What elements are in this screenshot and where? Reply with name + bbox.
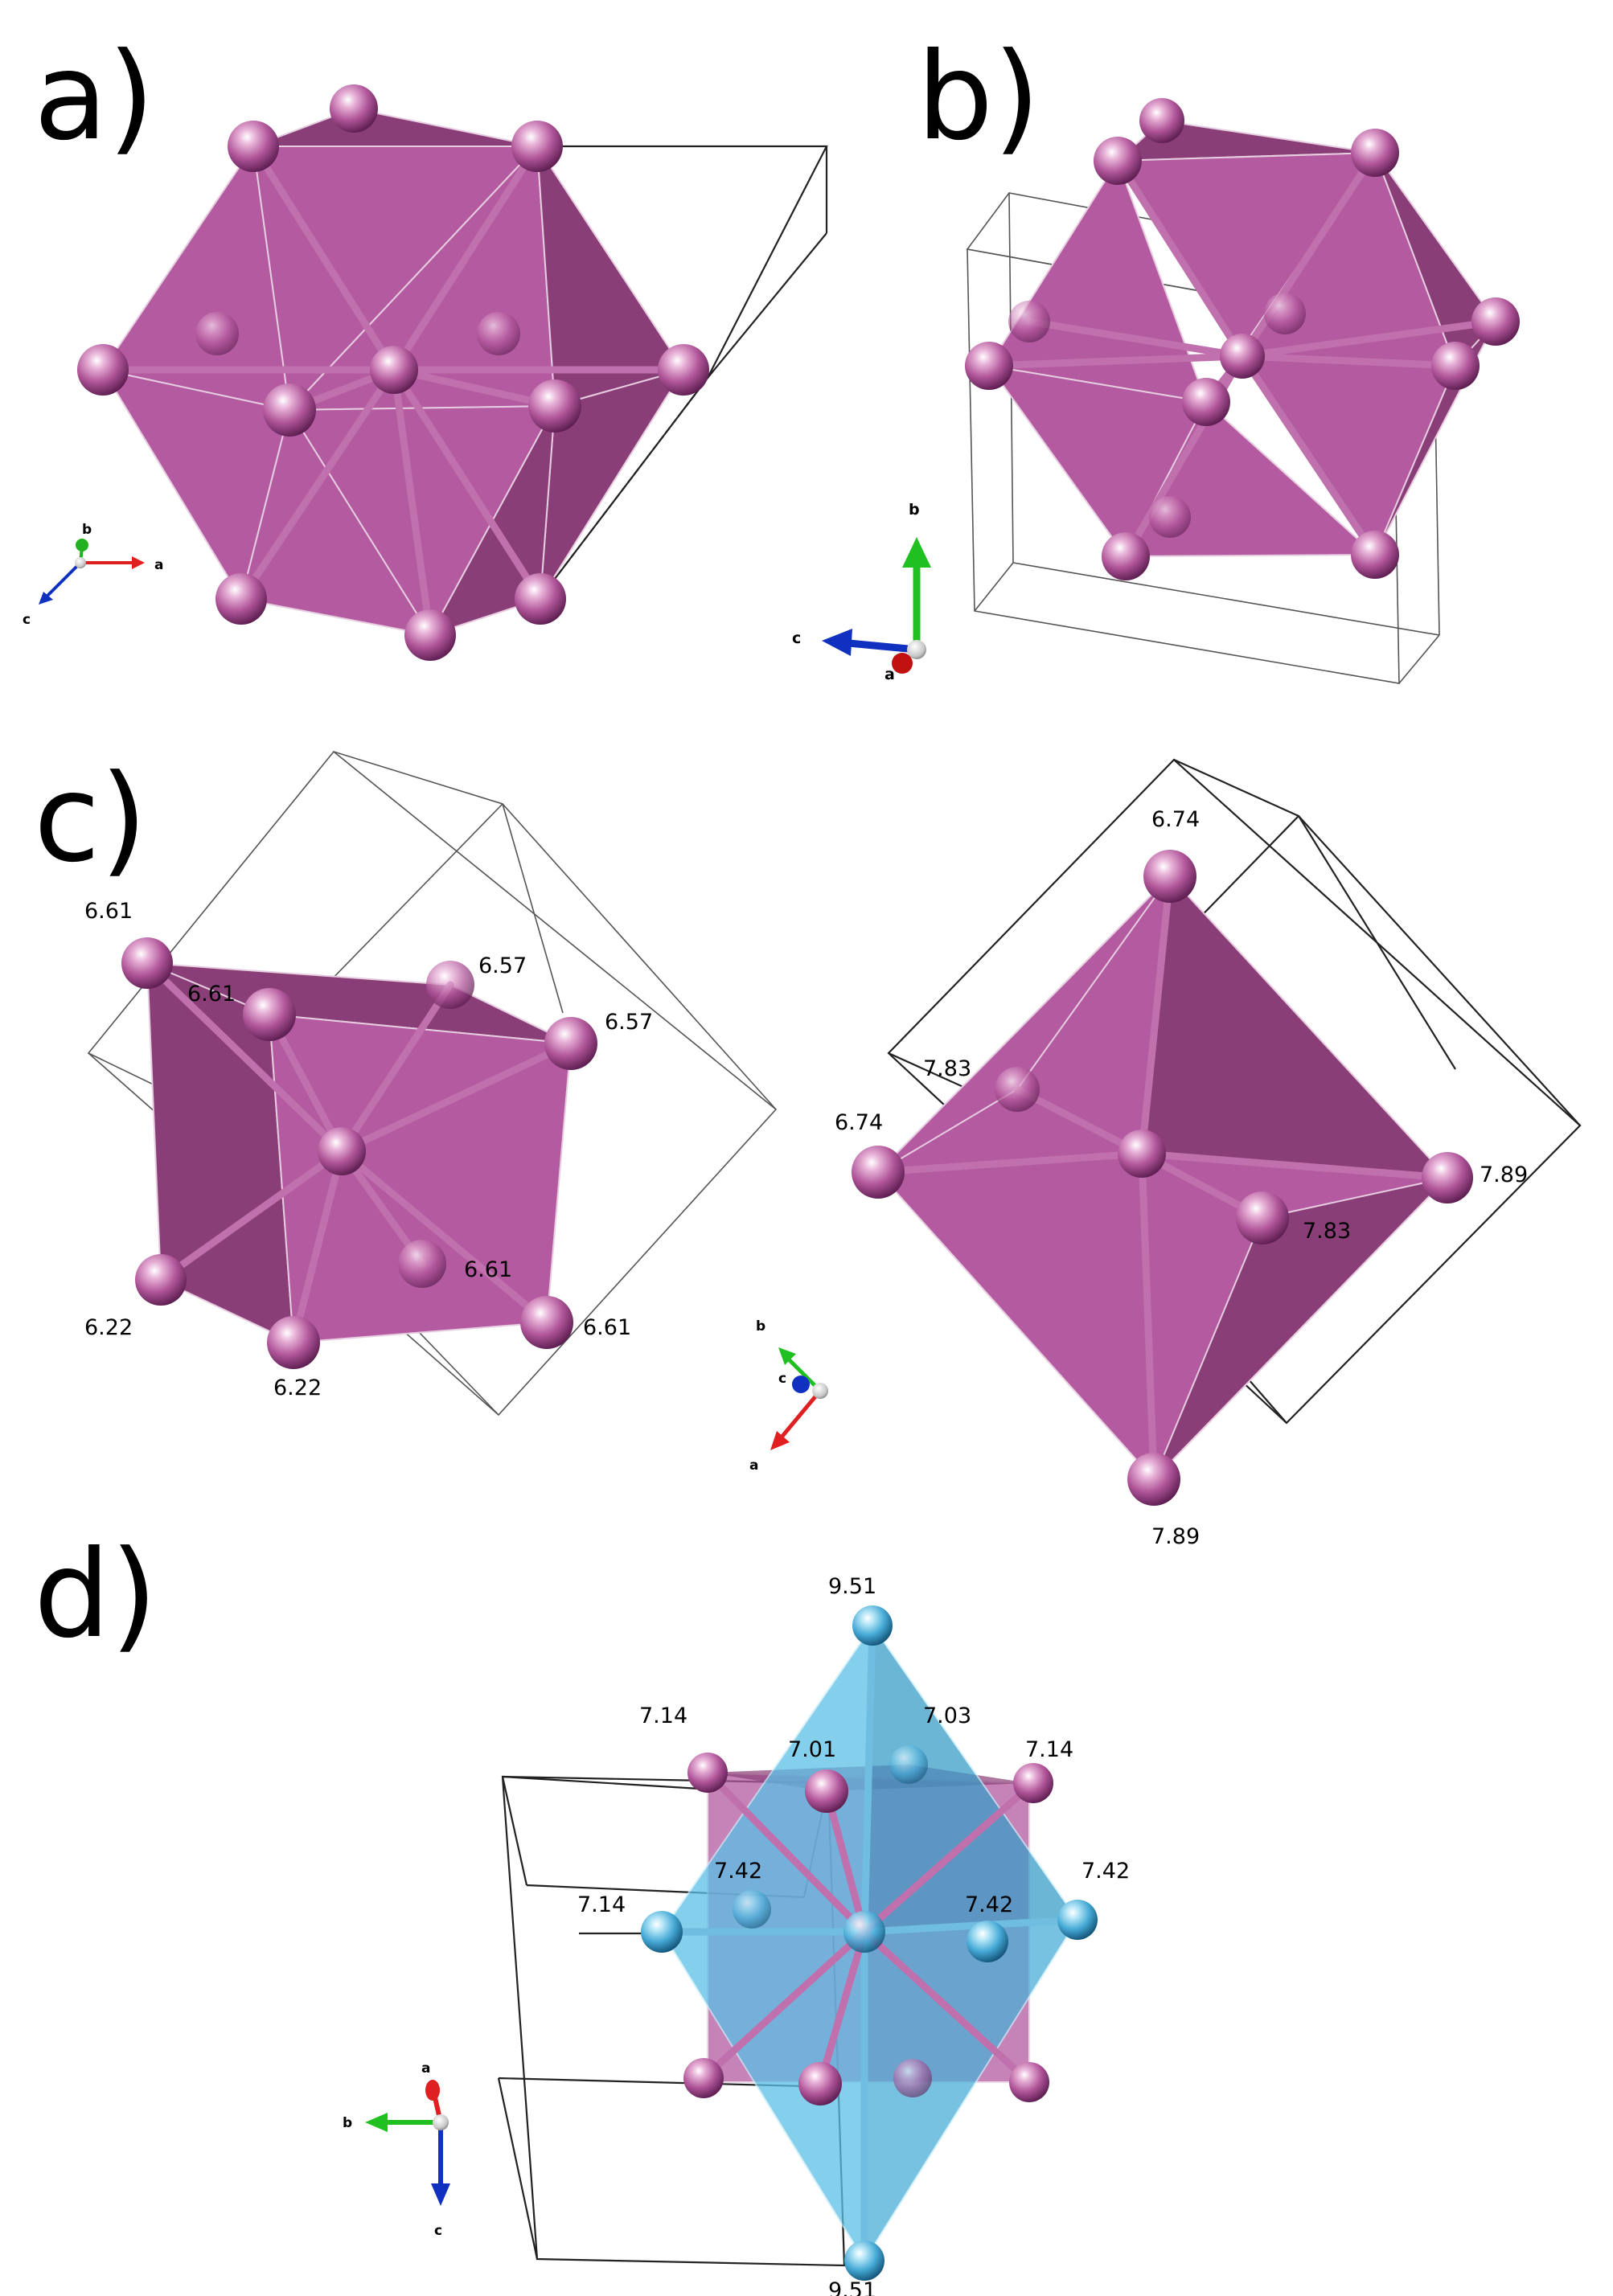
dist-label: 6.22 <box>84 1315 133 1340</box>
panel-c-cube-atoms <box>121 937 597 1369</box>
dist-label: 6.74 <box>1151 807 1200 832</box>
panel-b: b) <box>792 27 1520 684</box>
panel-c-axis-triad: b c a <box>749 1318 828 1474</box>
dist-label: 7.42 <box>1081 1859 1130 1884</box>
dist-label: 6.57 <box>605 1010 653 1035</box>
dist-label: 6.74 <box>835 1110 883 1135</box>
panel-a-axis-y-label: b <box>82 522 92 538</box>
panel-d-axis-triad: b a c <box>343 2060 450 2239</box>
panel-b-atoms <box>965 98 1520 580</box>
panel-c-octahedron <box>874 872 1451 1483</box>
panel-c-axis-x-label: b <box>756 1318 765 1335</box>
panel-a: a) <box>23 27 828 661</box>
dist-label: 9.51 <box>828 1574 876 1599</box>
dist-label: 7.14 <box>639 1704 687 1728</box>
panel-a-icosahedron <box>99 108 687 639</box>
dist-label: 7.89 <box>1151 1524 1200 1549</box>
panel-d-octahedron <box>658 1622 1081 2265</box>
panel-d-label: d) <box>34 1525 158 1665</box>
dist-label: 6.61 <box>464 1257 512 1282</box>
panel-c-label: c) <box>34 749 147 889</box>
panel-a-axis-triad: a b c <box>23 522 163 628</box>
panel-b-axis-triad: b c a <box>792 501 931 683</box>
panel-c-cube <box>143 959 575 1347</box>
dist-label: 7.03 <box>923 1704 971 1728</box>
panel-b-axis-z-label: a <box>884 666 895 683</box>
panel-a-axis-z-label: c <box>23 612 31 628</box>
panel-d-atoms <box>641 1605 1098 2281</box>
panel-c-axis-y-label: c <box>778 1371 786 1387</box>
panel-c-cube-distance-labels: 6.61 6.61 6.57 6.57 6.61 6.61 6.22 6.22 <box>84 899 653 1400</box>
dist-label: 7.42 <box>714 1859 762 1884</box>
panel-b-axis-x-label: c <box>792 629 801 647</box>
panel-b-label: b) <box>917 27 1040 167</box>
panel-a-label: a) <box>34 27 154 167</box>
dist-label: 7.83 <box>1303 1219 1351 1244</box>
dist-label: 7.01 <box>788 1737 836 1762</box>
dist-label: 7.14 <box>577 1892 626 1917</box>
dist-label: 6.22 <box>273 1376 322 1400</box>
panel-d: d) <box>34 1525 1130 2296</box>
dist-label: 6.61 <box>583 1315 631 1340</box>
dist-label: 6.61 <box>187 982 236 1007</box>
panel-d-axis-z-label: c <box>434 2223 442 2239</box>
panel-d-axis-y-label: a <box>421 2060 430 2077</box>
dist-label: 7.89 <box>1480 1162 1528 1187</box>
panel-a-atoms <box>77 84 709 661</box>
panel-c: c) <box>34 749 1582 1549</box>
panel-d-distance-labels: 9.51 7.14 7.03 7.01 7.14 7.42 7.42 7.14 … <box>577 1574 1130 2296</box>
dist-label: 9.51 <box>828 2278 876 2296</box>
panel-c-oct-distance-labels: 6.74 6.74 7.83 7.83 7.89 7.89 <box>835 807 1528 1549</box>
dist-label: 7.83 <box>923 1056 971 1081</box>
dist-label: 7.14 <box>1025 1737 1073 1762</box>
dist-label: 6.57 <box>478 953 527 978</box>
panel-c-oct-atoms <box>852 850 1473 1506</box>
panel-c-axis-z-label: a <box>749 1458 758 1474</box>
panel-d-axis-x-label: b <box>343 2115 352 2131</box>
dist-label: 6.61 <box>84 899 133 924</box>
panel-a-axis-x-label: a <box>154 557 163 573</box>
panel-b-axis-y-label: b <box>909 501 920 519</box>
dist-label: 7.42 <box>965 1892 1013 1917</box>
